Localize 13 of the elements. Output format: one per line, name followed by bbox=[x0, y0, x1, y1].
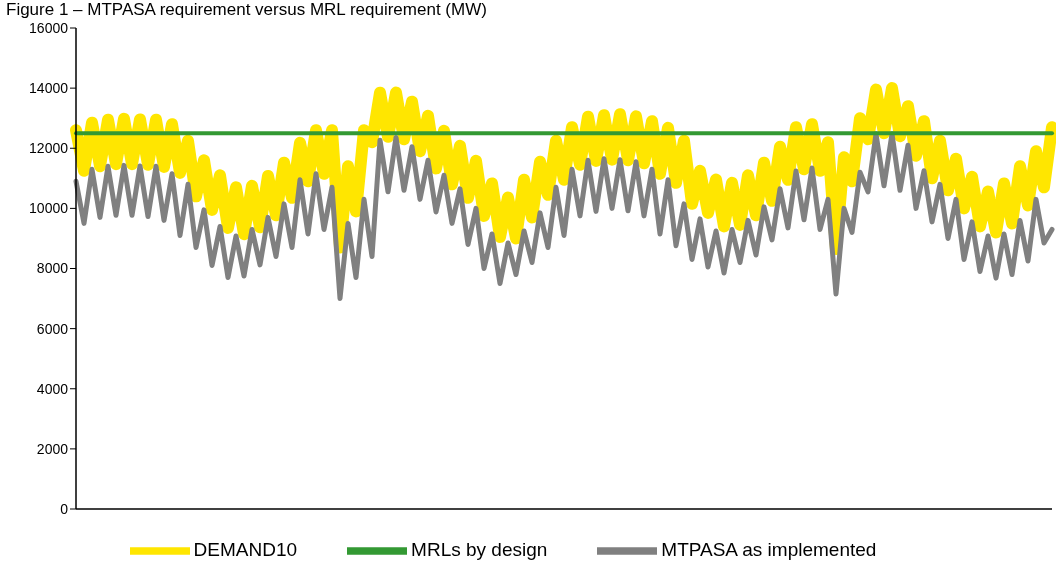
y-tick-label: 4000 bbox=[36, 380, 69, 397]
y-tick-label: 6000 bbox=[36, 320, 69, 337]
y-tick-label: 8000 bbox=[36, 260, 69, 277]
y-tick-label: 2000 bbox=[36, 440, 69, 457]
y-tick-label: 16000 bbox=[29, 19, 69, 36]
legend-label: DEMAND10 bbox=[193, 539, 298, 561]
y-tick-label: 0 bbox=[60, 500, 69, 517]
chart-title: Figure 1 – MTPASA requirement versus MRL requirement (MW) bbox=[6, 0, 487, 20]
legend-label: MRLs by design bbox=[411, 539, 548, 561]
y-tick-label: 12000 bbox=[29, 140, 69, 157]
legend-label: MTPASA as implemented bbox=[661, 539, 877, 561]
y-tick-label: 10000 bbox=[29, 200, 69, 217]
y-tick-label: 14000 bbox=[29, 80, 69, 97]
